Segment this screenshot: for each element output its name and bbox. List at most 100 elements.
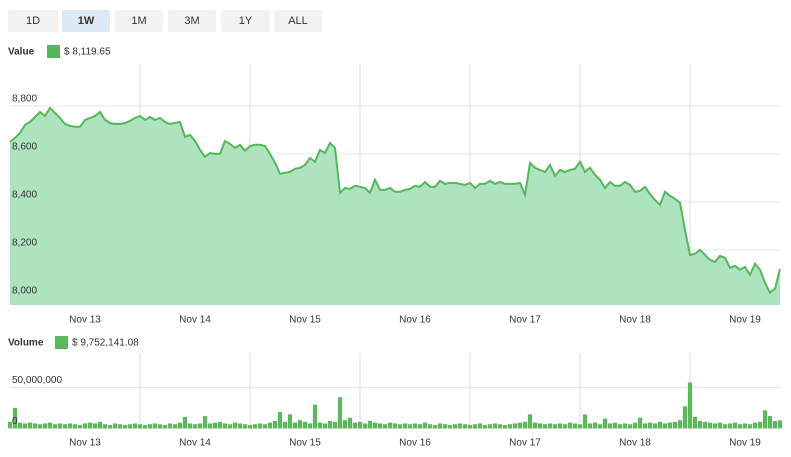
bar xyxy=(92,423,98,429)
x-tick-label: Nov 17 xyxy=(509,438,541,449)
x-tick-label: Nov 18 xyxy=(619,438,651,449)
bar xyxy=(347,417,353,429)
bar xyxy=(337,397,343,429)
bar xyxy=(522,421,528,429)
bar xyxy=(602,418,608,429)
bar xyxy=(327,420,333,429)
bar xyxy=(762,410,768,429)
bar xyxy=(392,423,398,429)
bar xyxy=(502,425,508,429)
bar xyxy=(527,414,533,429)
bar xyxy=(362,423,368,429)
bar xyxy=(447,425,453,429)
bar xyxy=(672,421,678,429)
bar xyxy=(542,424,548,429)
bar xyxy=(292,422,298,429)
range-button[interactable]: 1Y xyxy=(221,10,270,32)
bar xyxy=(747,424,753,429)
bar xyxy=(7,421,13,429)
range-button[interactable]: 1D xyxy=(8,10,58,32)
x-tick-label: Nov 15 xyxy=(289,315,321,326)
bar xyxy=(487,424,493,429)
bar xyxy=(607,423,613,429)
bar xyxy=(462,424,468,429)
bar xyxy=(547,423,553,429)
bar xyxy=(652,423,658,429)
bar xyxy=(47,422,53,429)
chart-title: Volume xyxy=(8,338,44,349)
bar xyxy=(97,421,103,429)
bar xyxy=(532,422,538,429)
bar xyxy=(627,424,633,429)
bar xyxy=(77,425,83,429)
bar xyxy=(287,414,293,429)
range-button[interactable]: ALL xyxy=(274,10,322,32)
bar xyxy=(242,424,248,429)
bar xyxy=(557,423,563,429)
bar xyxy=(412,423,418,429)
bar xyxy=(237,423,243,429)
bar xyxy=(752,422,758,429)
x-tick-label: Nov 15 xyxy=(289,438,321,449)
bar xyxy=(307,423,313,429)
bar xyxy=(107,425,113,429)
bar xyxy=(117,424,123,429)
bar xyxy=(492,423,498,429)
bar xyxy=(452,424,458,429)
range-button[interactable]: 1W xyxy=(62,10,110,32)
bar xyxy=(227,424,233,429)
bar xyxy=(682,406,688,429)
bar xyxy=(407,424,413,429)
x-tick-label: Nov 13 xyxy=(69,315,101,326)
bar xyxy=(262,424,268,429)
bar xyxy=(612,422,618,429)
bar xyxy=(197,423,203,429)
bar xyxy=(147,424,153,429)
bar xyxy=(252,424,258,429)
bar xyxy=(577,424,583,429)
bar xyxy=(402,423,408,429)
bar xyxy=(647,422,653,429)
bar xyxy=(567,422,573,429)
bar xyxy=(777,420,783,429)
bar xyxy=(257,423,263,429)
bar xyxy=(332,421,338,429)
bar xyxy=(192,424,198,429)
bar xyxy=(622,423,628,429)
bar xyxy=(57,423,63,429)
bar xyxy=(52,424,58,429)
bar xyxy=(372,422,378,429)
bar xyxy=(467,425,473,429)
y-tick-label: 8,400 xyxy=(12,190,37,201)
range-button[interactable]: 3M xyxy=(168,10,216,32)
bar xyxy=(17,422,23,429)
x-tick-label: Nov 16 xyxy=(399,315,431,326)
x-tick-label: Nov 18 xyxy=(619,315,651,326)
bar xyxy=(122,425,128,429)
bar xyxy=(272,420,278,429)
legend-swatch xyxy=(47,45,60,58)
bar xyxy=(642,423,648,429)
bar xyxy=(587,423,593,429)
bar xyxy=(472,424,478,429)
bar xyxy=(42,423,48,429)
bar xyxy=(12,407,18,429)
bar xyxy=(677,420,683,429)
bar xyxy=(432,425,438,429)
bar xyxy=(87,422,93,429)
bar xyxy=(422,422,428,429)
x-tick-label: Nov 14 xyxy=(179,438,211,449)
bar xyxy=(127,424,133,429)
y-tick-label: 8,000 xyxy=(12,285,37,296)
bar xyxy=(177,422,183,429)
bar xyxy=(457,423,463,429)
range-button[interactable]: 1M xyxy=(115,10,163,32)
y-tick-label: 50,000,000 xyxy=(12,375,62,386)
legend-label: $ 9,752,141.08 xyxy=(72,338,139,349)
bar xyxy=(662,423,668,429)
bar xyxy=(722,424,728,429)
bar xyxy=(172,424,178,429)
bar xyxy=(712,423,718,429)
bar xyxy=(497,424,503,429)
